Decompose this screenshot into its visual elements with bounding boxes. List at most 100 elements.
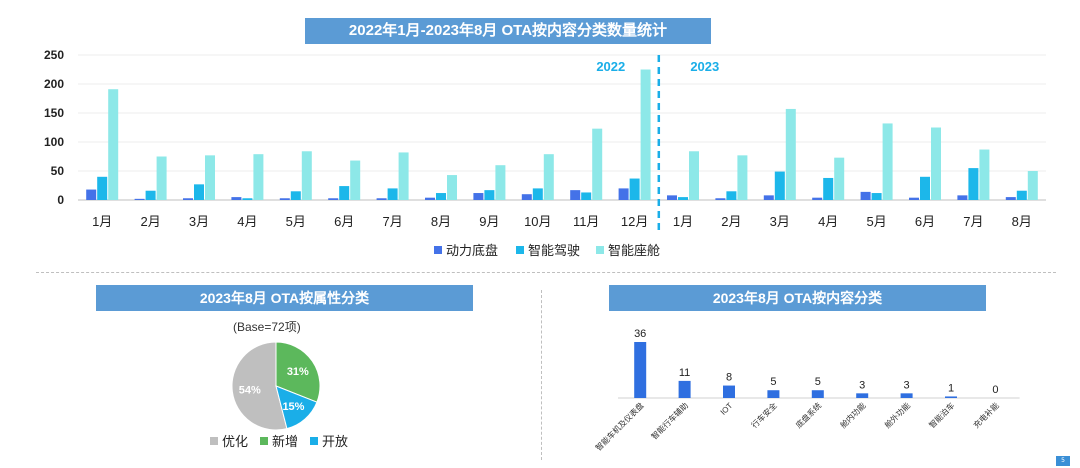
bar-cockpit xyxy=(882,123,893,200)
category-tick-label: 智能泊车 xyxy=(927,400,957,430)
x-tick-label: 9月 xyxy=(479,214,499,229)
page-number-badge: 5 xyxy=(1056,456,1070,466)
category-bar xyxy=(723,385,735,398)
pie-legend-label: 优化 xyxy=(222,434,248,449)
pie-legend-swatch xyxy=(260,437,268,445)
bar-adas xyxy=(387,188,398,200)
category-data-label: 8 xyxy=(726,372,732,384)
y-tick-label: 100 xyxy=(44,135,64,149)
bar-adas xyxy=(97,176,108,200)
bar-powertrain xyxy=(183,198,193,200)
bar-powertrain xyxy=(328,198,339,200)
bar-cockpit xyxy=(979,149,990,200)
pie-legend-swatch xyxy=(210,437,218,445)
category-bar xyxy=(945,396,957,398)
category-bar xyxy=(856,393,869,398)
bar-powertrain xyxy=(860,191,871,200)
bar-adas xyxy=(823,177,834,200)
pie-slice-new xyxy=(275,341,321,403)
x-tick-label: 11月 xyxy=(573,214,600,229)
category-data-label: 3 xyxy=(859,379,865,391)
content-category-bar-chart: 36 智能车机及仪表盘 11 智能行车辅助 8 IOT 5 行车安全 5 底盘系统 3 舱内功能 3 舱外… xyxy=(593,328,1020,453)
bar-adas xyxy=(726,191,737,200)
legend-swatch xyxy=(434,246,442,254)
bar-adas xyxy=(629,178,640,200)
section-divider-vertical xyxy=(541,290,542,460)
x-tick-label: 8月 xyxy=(431,214,451,229)
y-tick-label: 250 xyxy=(44,48,64,62)
bar-powertrain xyxy=(618,188,629,200)
bar-cockpit xyxy=(543,154,554,200)
pie-legend-label: 新增 xyxy=(272,434,298,449)
bar-powertrain xyxy=(570,190,581,200)
pie-base-label: (Base=72项) xyxy=(233,320,301,334)
bar-cockpit xyxy=(931,127,941,200)
x-tick-label: 6月 xyxy=(334,214,354,229)
attribute-pie-chart: 54% 31% 15% 优化 新增 开放 xyxy=(210,341,348,449)
bar-cockpit xyxy=(156,156,167,200)
bar-powertrain xyxy=(909,197,919,200)
x-tick-label: 4月 xyxy=(237,214,257,229)
main-chart-title: 2022年1月-2023年8月 OTA按内容分类数量统计 xyxy=(305,18,711,44)
bar-cockpit xyxy=(785,108,796,200)
category-tick-label: 底盘系统 xyxy=(794,400,824,430)
category-tick-label: 智能车机及仪表盘 xyxy=(593,400,645,452)
section-divider-horizontal xyxy=(36,272,1056,273)
x-tick-label: 4月 xyxy=(818,214,838,229)
year-label-2022: 2022 xyxy=(596,59,625,74)
pie-chart-title: 2023年8月 OTA按属性分类 xyxy=(96,285,473,311)
category-tick-label: 智能行车辅助 xyxy=(649,400,690,441)
category-data-label: 0 xyxy=(992,384,998,396)
year-label-2023: 2023 xyxy=(690,59,719,74)
legend-swatch xyxy=(516,246,524,254)
x-tick-label: 5月 xyxy=(286,214,306,229)
x-tick-label: 5月 xyxy=(866,214,886,229)
bar-cockpit xyxy=(834,157,845,200)
bar-powertrain xyxy=(473,193,484,200)
bar-adas xyxy=(774,171,785,200)
bar-adas xyxy=(920,176,930,200)
bar-cockpit xyxy=(640,69,651,200)
bar-adas xyxy=(678,197,688,200)
monthly-ota-bar-chart: 0 50 100 150 200 250 1月 2月 3月 4月 5月 6月 7月 8月 9月 10月 11月 1… xyxy=(44,48,1046,258)
x-tick-label: 2月 xyxy=(721,214,741,229)
category-bar xyxy=(678,380,691,398)
category-bar xyxy=(900,393,913,398)
bar-cockpit xyxy=(495,165,506,200)
pie-value-label: 31% xyxy=(287,366,309,378)
bar-adas xyxy=(532,188,543,200)
legend-label: 智能驾驶 xyxy=(528,243,580,258)
y-tick-label: 200 xyxy=(44,77,64,91)
bar-adas xyxy=(968,168,979,200)
bar-powertrain xyxy=(231,197,242,200)
x-tick-label: 10月 xyxy=(524,214,551,229)
bar-adas xyxy=(436,193,446,200)
x-tick-label: 7月 xyxy=(382,214,402,229)
x-tick-label: 8月 xyxy=(1012,214,1032,229)
pie-value-label: 54% xyxy=(239,384,261,396)
bar-adas xyxy=(871,193,882,200)
pie-slice-open xyxy=(275,385,318,430)
category-tick-label: IOT xyxy=(719,401,735,417)
x-tick-label: 6月 xyxy=(915,214,935,229)
bar-powertrain xyxy=(763,195,774,200)
bar-adas xyxy=(194,184,204,200)
category-tick-label: 行车安全 xyxy=(749,400,779,430)
x-tick-label: 1月 xyxy=(673,214,693,229)
y-tick-label: 0 xyxy=(57,193,64,207)
bar-powertrain xyxy=(715,198,726,200)
bar-adas xyxy=(242,198,253,200)
bar-cockpit xyxy=(253,154,264,200)
bar-cockpit xyxy=(350,160,361,200)
category-tick-label: 舱内功能 xyxy=(838,400,868,430)
bar-powertrain xyxy=(521,194,532,200)
category-data-label: 5 xyxy=(770,376,776,388)
bar-cockpit xyxy=(1027,171,1038,200)
bar-powertrain xyxy=(134,198,145,200)
bar-powertrain xyxy=(425,197,435,200)
bar-cockpit xyxy=(398,152,409,200)
bar-powertrain xyxy=(812,197,823,200)
category-bar xyxy=(634,342,647,398)
bar-adas xyxy=(581,192,592,200)
bar-cockpit xyxy=(205,155,215,200)
